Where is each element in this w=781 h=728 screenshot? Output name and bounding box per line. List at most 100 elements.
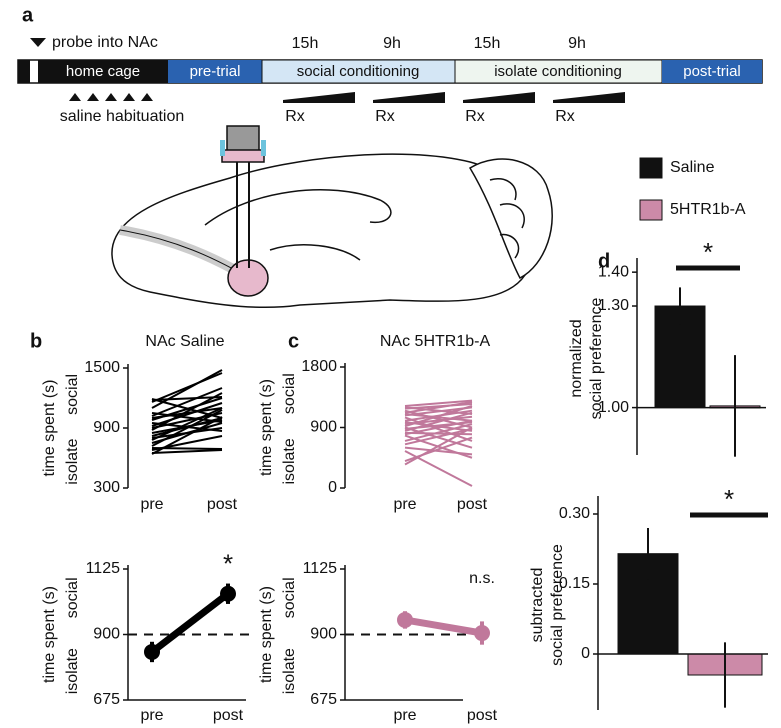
panel-label: c bbox=[288, 330, 299, 352]
injection-label: Rx bbox=[555, 108, 575, 125]
y-tick-label: 1.00 bbox=[598, 399, 629, 416]
x-tick-label: pre bbox=[393, 496, 416, 513]
segment bbox=[662, 60, 762, 83]
x-tick-label: post bbox=[207, 496, 238, 513]
subject-line bbox=[404, 400, 473, 414]
y-axis-label-top: social bbox=[281, 577, 298, 618]
mean-point bbox=[220, 585, 236, 602]
y-tick-label: 1125 bbox=[303, 560, 338, 577]
legend-swatch bbox=[639, 157, 663, 179]
y-tick-label: 300 bbox=[93, 479, 120, 496]
panel-label: d bbox=[598, 250, 610, 272]
injection-markers bbox=[69, 93, 153, 101]
injection-label: Rx bbox=[375, 108, 395, 125]
segment-label: isolate conditioning bbox=[494, 63, 622, 80]
y-tick-label: 1800 bbox=[301, 358, 337, 375]
y-axis-label: time spent (s) bbox=[41, 586, 58, 683]
y-axis-label: time spent (s) bbox=[258, 586, 275, 683]
subject-line bbox=[151, 409, 223, 447]
mean-point bbox=[474, 625, 490, 642]
x-tick-label: pre bbox=[393, 707, 416, 724]
y-axis-label: normalized bbox=[568, 319, 585, 397]
subject-line bbox=[151, 449, 223, 454]
dose-ramp bbox=[463, 92, 535, 103]
subject-line bbox=[151, 402, 223, 427]
x-tick-label: post bbox=[467, 707, 498, 724]
subject-line bbox=[151, 372, 223, 403]
mean-point bbox=[144, 643, 160, 660]
y-tick-label: 900 bbox=[93, 419, 120, 436]
habituation-label: saline habituation bbox=[60, 108, 185, 125]
chart-title: NAc 5HTR1b-A bbox=[380, 333, 491, 350]
legend-label: 5HTR1b-A bbox=[670, 201, 746, 218]
y-axis-label: subtracted bbox=[529, 568, 546, 643]
y-tick-label: 675 bbox=[93, 691, 120, 708]
y-tick-label: 900 bbox=[310, 419, 337, 436]
subject-line bbox=[151, 392, 223, 431]
subject-line bbox=[404, 426, 473, 466]
y-axis-label: social preference bbox=[549, 544, 566, 666]
x-tick-label: post bbox=[457, 496, 488, 513]
subject-line bbox=[151, 396, 223, 401]
y-axis-label-top: social bbox=[64, 577, 81, 618]
mean-point bbox=[397, 611, 413, 628]
y-axis-label: time spent (s) bbox=[41, 380, 58, 477]
y-tick-label: 0 bbox=[328, 479, 337, 496]
y-tick-label: 0.30 bbox=[559, 505, 590, 522]
segment bbox=[18, 60, 30, 83]
y-axis-label-bottom: isolate bbox=[281, 438, 298, 484]
segment-label: pre-trial bbox=[190, 63, 241, 80]
y-tick-label: 1500 bbox=[84, 359, 120, 376]
probe-label: probe into NAc bbox=[52, 34, 158, 51]
segment-label: social conditioning bbox=[297, 63, 420, 80]
y-tick-label: 1125 bbox=[86, 560, 121, 577]
y-tick-label: 675 bbox=[310, 691, 337, 708]
segment-label: home cage bbox=[66, 63, 140, 80]
y-axis-label-bottom: isolate bbox=[281, 648, 298, 694]
panel-label: b bbox=[30, 330, 42, 352]
interval: 15h bbox=[292, 35, 319, 52]
subject-line bbox=[404, 446, 473, 456]
segment bbox=[168, 60, 262, 83]
subject-line bbox=[151, 387, 223, 417]
annotation: * bbox=[223, 548, 233, 578]
subject-line bbox=[404, 427, 473, 446]
subject-line bbox=[404, 399, 473, 407]
subject-line bbox=[404, 413, 473, 422]
segment-label: post-trial bbox=[683, 63, 741, 80]
subject-line bbox=[151, 397, 223, 421]
x-tick-label: pre bbox=[140, 707, 163, 724]
injection-label: Rx bbox=[465, 108, 485, 125]
mean-line bbox=[404, 616, 483, 637]
subject-line bbox=[404, 405, 473, 428]
x-tick-label: pre bbox=[140, 496, 163, 513]
subject-line bbox=[151, 369, 223, 409]
subject-line bbox=[404, 423, 473, 442]
legend-swatch bbox=[639, 199, 663, 221]
y-tick-label: 0.15 bbox=[559, 575, 590, 592]
y-axis-label-top: social bbox=[281, 373, 298, 414]
subject-line bbox=[404, 450, 473, 487]
annotation: n.s. bbox=[469, 570, 495, 587]
subject-line bbox=[404, 419, 473, 436]
brain-illustration bbox=[111, 125, 553, 309]
segment bbox=[38, 60, 168, 83]
x-tick-label: post bbox=[213, 707, 244, 724]
y-tick-label: 900 bbox=[310, 626, 337, 643]
y-axis-label-bottom: isolate bbox=[64, 648, 81, 694]
y-tick-label: 900 bbox=[93, 626, 120, 643]
probe-marker bbox=[30, 38, 46, 47]
y-tick-label: 1.30 bbox=[598, 297, 629, 314]
panel-label: a bbox=[22, 4, 34, 26]
subject-line bbox=[404, 416, 473, 442]
injection-label: Rx bbox=[285, 108, 305, 125]
legend-label: Saline bbox=[670, 159, 715, 176]
y-tick-label: 0 bbox=[581, 645, 590, 662]
mean-line bbox=[149, 590, 231, 655]
interval: 15h bbox=[474, 35, 501, 52]
interval: 9h bbox=[383, 35, 401, 52]
y-axis-label-top: social bbox=[64, 374, 81, 415]
dose-ramp bbox=[373, 92, 445, 103]
subject-line bbox=[404, 411, 473, 432]
